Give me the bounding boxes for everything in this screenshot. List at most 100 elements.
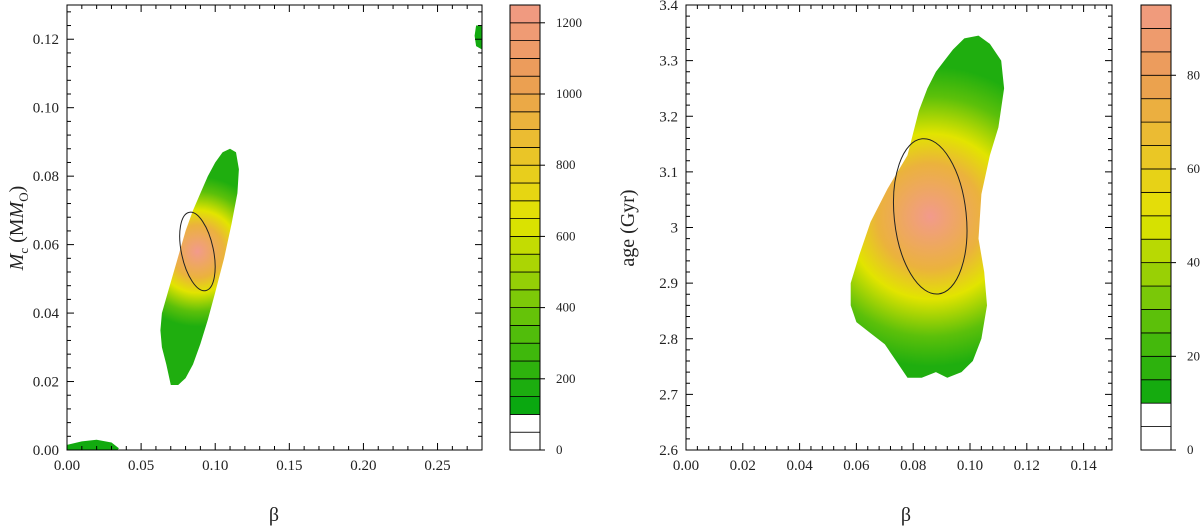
x-tick-label: 0.12 [1014,458,1040,474]
y-label-unit-close: ) [6,186,28,193]
colorbar-band [1140,168,1172,193]
colorbar-band [1140,121,1172,146]
colorbar-frame [509,4,541,451]
contour-line [893,138,968,295]
axis-ticks [66,5,483,451]
y-axis-label: Mc (MMO) [6,186,31,272]
colorbar-tick-label: 20 [1187,348,1200,363]
colorbar-band [509,218,541,237]
colorbar-band [1140,238,1172,264]
colorbar-band [1140,379,1172,404]
colorbar-band [509,378,541,397]
y-tick-labels: 0.00 0.02 0.04 0.06 0.08 0.10 0.12 [33,32,60,459]
x-tick-label: 0.06 [843,458,870,474]
y-tick-label: 0.10 [33,101,59,117]
colorbar-band [509,111,541,131]
colorbar-band [509,342,541,362]
panel-left: 0.00 0.05 0.10 0.15 0.20 0.25 0.000.020.040.0… [6,4,582,526]
panel-right: 0.00 0.02 0.04 0.06 0.08 0.10 0.12 0.14 2.62.72… [617,0,1200,526]
y-label-main: M [6,252,28,271]
colorbar-band [1140,51,1172,76]
colorbar-band [1140,332,1172,357]
x-tick-label: 0.00 [54,458,80,474]
colorbar-band [1140,28,1172,53]
axis-ticks [685,4,1112,451]
colorbar-band [509,271,541,291]
y-tick-label: 0.04 [33,306,60,322]
x-tick-label: 0.25 [424,458,450,474]
colorbar-band [509,164,541,184]
y-tick-label: 0.06 [33,238,60,254]
colorbar-tick-label: 80 [1187,67,1200,82]
y-tick-label: 0.12 [33,32,59,48]
x-tick-label: 0.02 [730,458,756,474]
colorbar-band [509,253,541,273]
colorbar-tick-label: 1000 [556,86,582,101]
x-tick-label: 0.20 [350,458,376,474]
colorbar-band [509,307,541,326]
y-axis-label: age (Gyr) [617,189,639,266]
x-tick-label: 0.08 [900,458,926,474]
y-label-unit-main: M [6,200,28,219]
colorbar-band [509,431,541,451]
y-tick-label: 0.02 [33,375,59,391]
y-tick-label: 3 [671,221,679,237]
colorbar-frame [1140,4,1172,451]
colorbar-band [509,93,541,113]
x-tick-label: 0.05 [128,458,154,474]
y-tick-label: 0.08 [33,169,59,185]
x-tick-label: 0.10 [957,458,983,474]
y-tick-label: 2.7 [659,387,678,403]
colorbar-band [1140,191,1172,217]
colorbar-tick-label: 0 [1187,442,1194,457]
x-tick-label: 0.04 [786,458,813,474]
colorbar-band [509,182,541,202]
colorbar-tick-label: 800 [556,157,576,172]
y-tick-label: 0.00 [33,443,59,459]
plot-frame [66,4,483,451]
colorbar-band [509,22,541,41]
x-tick-label: 0.15 [276,458,302,474]
density-region [850,35,1005,378]
colorbar-band [1140,4,1172,29]
y-tick-label: 2.8 [659,332,678,348]
y-label-sub: c [16,248,31,254]
colorbar-tick-label: 1200 [556,15,582,30]
colorbar-band [509,146,541,166]
density-region [67,439,119,450]
y-tick-label: 3.2 [659,109,678,125]
colorbar-band [509,40,541,59]
x-tick-label: 0.10 [202,458,228,474]
x-tick-label: 0.14 [1070,458,1097,474]
colorbar-band [509,324,541,344]
x-tick-labels: 0.00 0.02 0.04 0.06 0.08 0.10 0.12 0.14 [673,458,1097,474]
colorbar-band [509,200,541,220]
colorbar-band [509,129,541,148]
colorbar-band [509,289,541,308]
plot-area [67,25,482,450]
colorbar-band [509,413,541,433]
y-tick-label: 3.3 [659,54,678,70]
colorbar-tick-label: 40 [1187,255,1200,270]
colorbar-band [1140,402,1172,427]
density-region [474,25,482,50]
colorbar-tick-label: 400 [556,300,576,315]
y-tick-labels: 2.6 2.7 2.8 2.9 3 3.1 3.2 3.3 3.4 [659,0,678,459]
y-tick-label: 2.6 [659,443,678,459]
y-label-unit-open: (M [6,218,28,248]
y-tick-label: 2.9 [659,276,678,292]
colorbar-tick-label: 200 [556,371,576,386]
colorbar-band [1140,285,1172,310]
colorbar-band [509,4,541,24]
colorbar-tick-label: 60 [1187,161,1200,176]
y-tick-label: 3.1 [659,165,678,181]
colorbar-band [1140,309,1172,334]
colorbar-band [509,396,541,415]
colorbar-band [1140,145,1172,170]
colorbar-band [1140,74,1172,100]
y-tick-label: 3.4 [659,0,678,14]
x-axis-label: β [269,504,279,526]
x-axis-label: β [901,504,911,526]
colorbar-band [509,58,541,77]
